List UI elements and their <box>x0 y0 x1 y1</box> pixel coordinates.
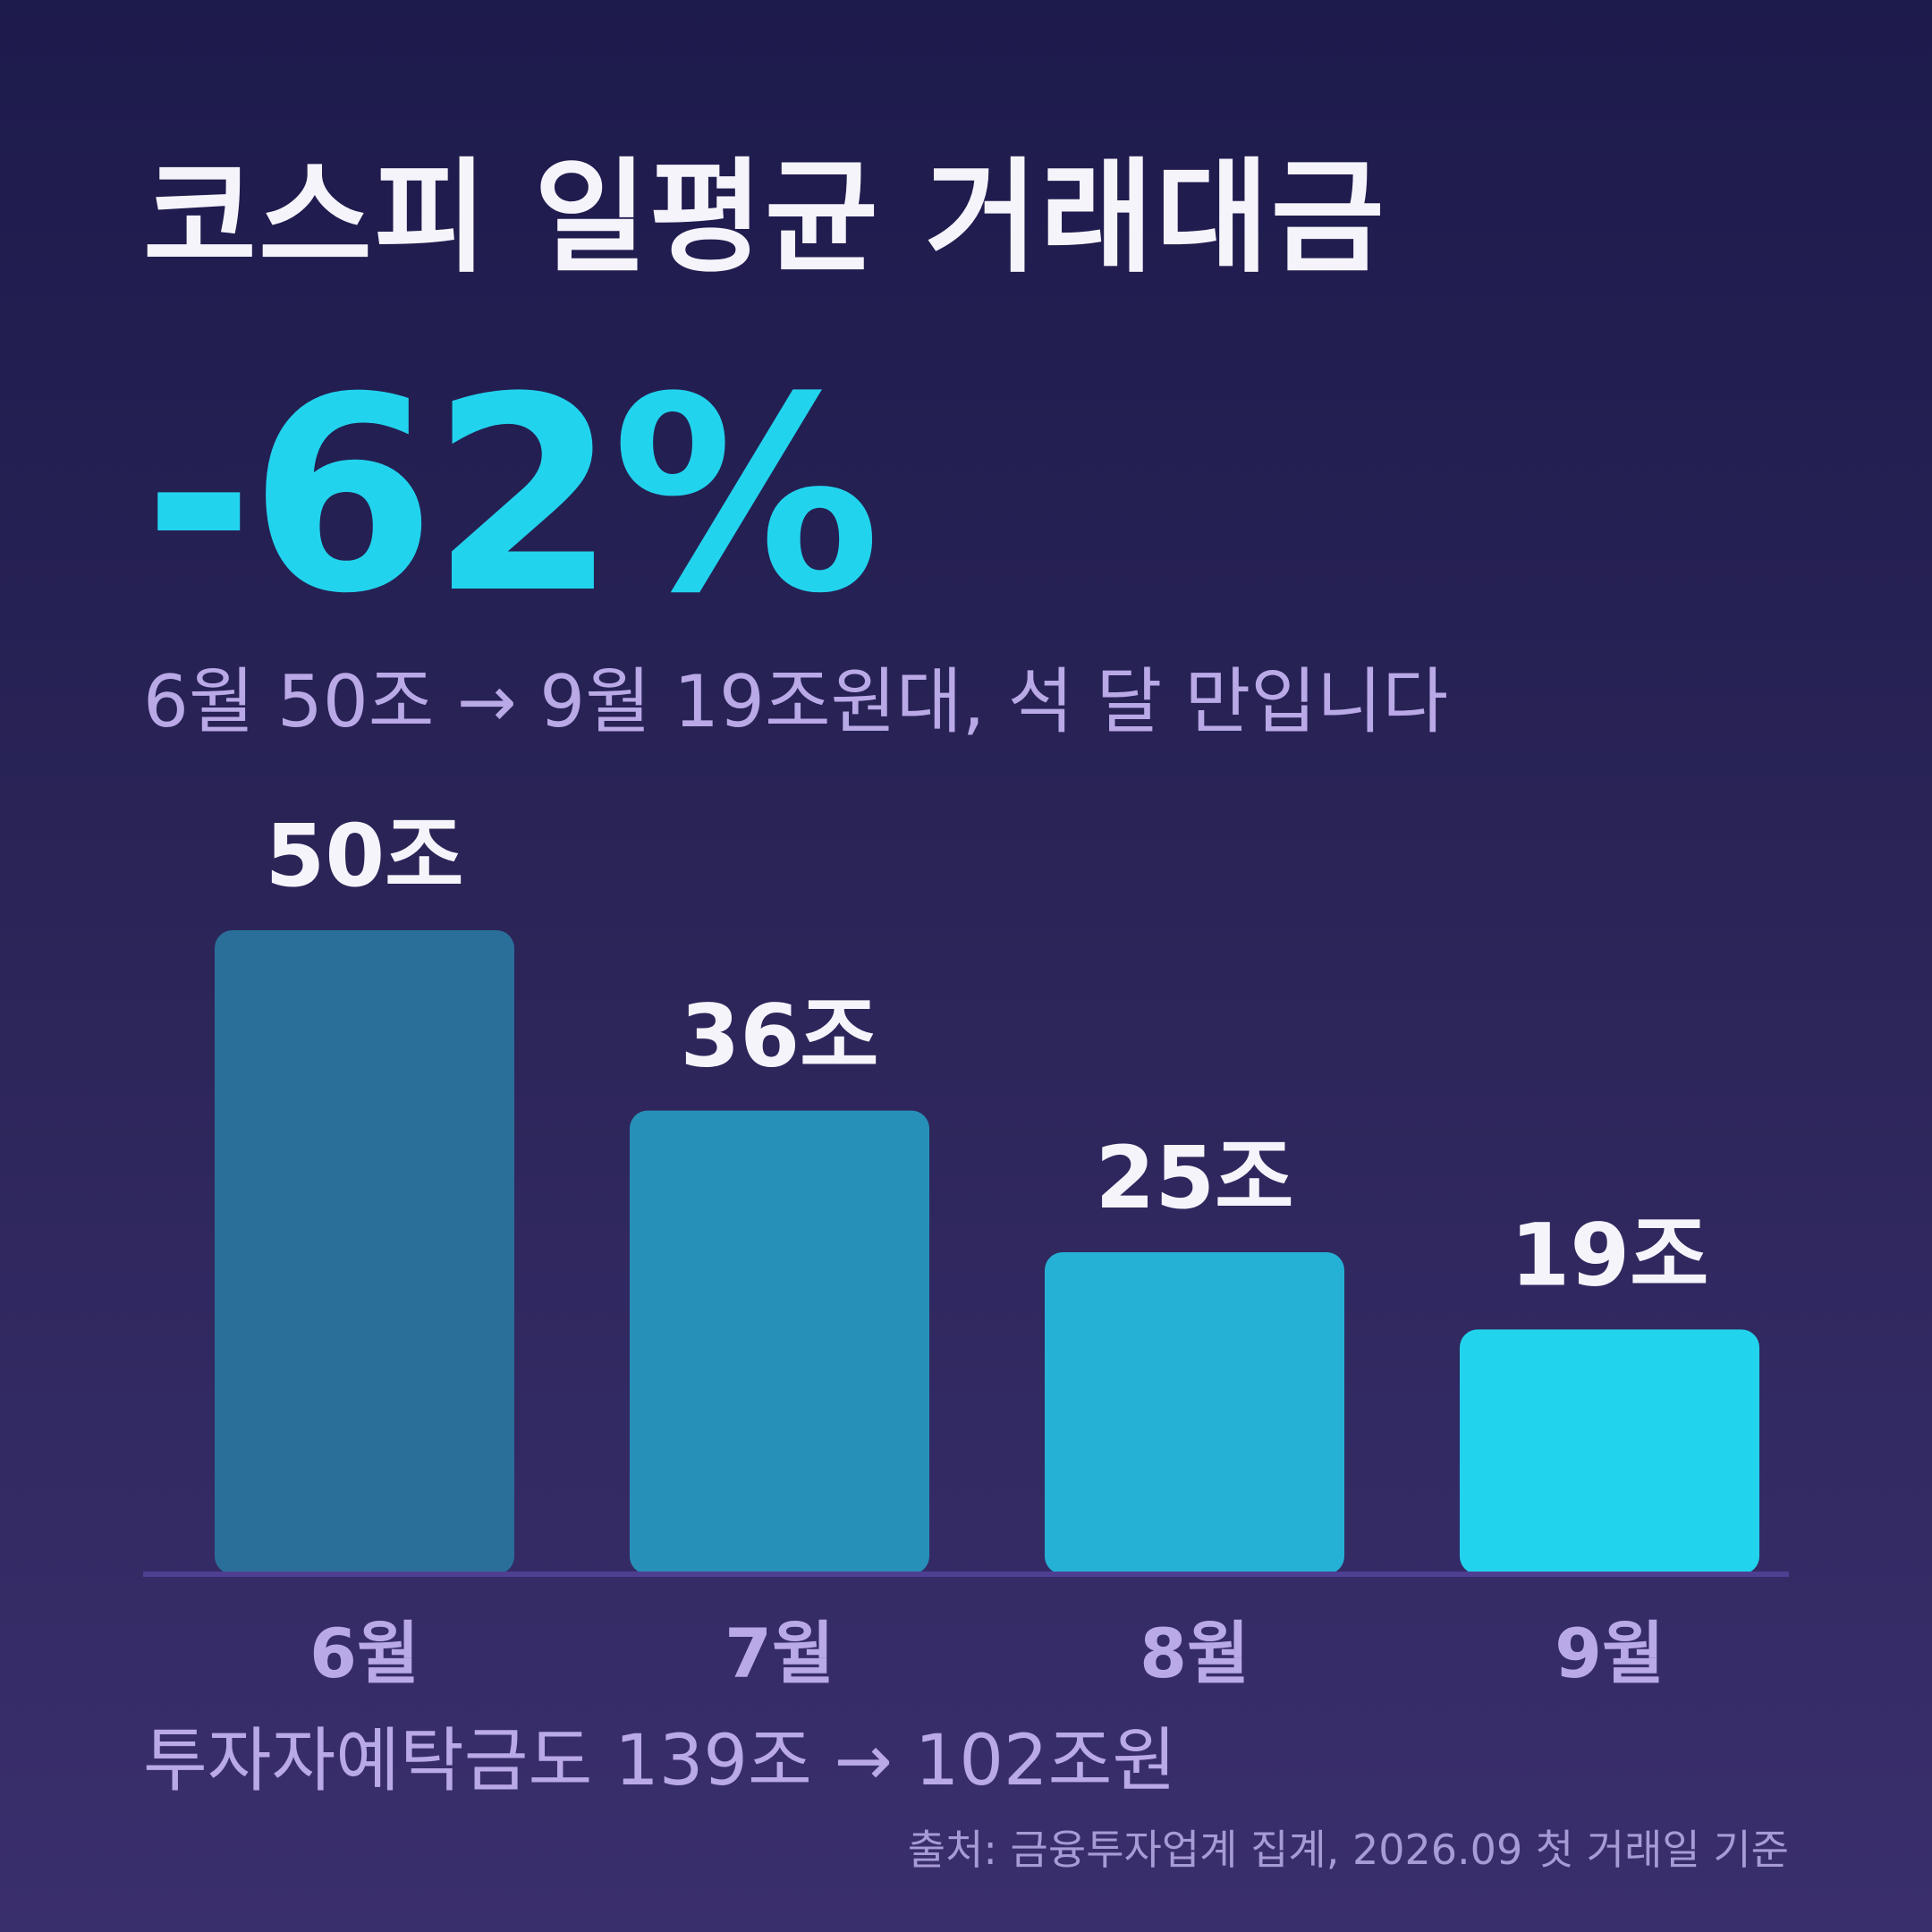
bar-value-label-4: 19조 <box>1511 1205 1709 1305</box>
footnote: 투자자예탁금도 139조 → 102조원 <box>143 1721 1177 1801</box>
bar-1 <box>215 930 514 1574</box>
category-label-1: 6월 <box>309 1614 419 1693</box>
bar-value-label-3: 25조 <box>1096 1128 1294 1228</box>
headline-percentage: -62% <box>143 340 881 652</box>
category-label-3: 8월 <box>1140 1614 1250 1693</box>
bar-3 <box>1045 1252 1344 1574</box>
chart-title: 코스피 일평균 거래대금 <box>143 146 1386 290</box>
bar-value-label-2: 36조 <box>681 987 879 1087</box>
bar-value-label-1: 50조 <box>266 806 464 906</box>
source-note: 출처: 금융투자업계 집계, 2026.09 첫 거래일 기준 <box>907 1826 1789 1874</box>
bar-2 <box>630 1110 929 1574</box>
chart-subtitle: 6월 50조 → 9월 19조원대, 석 달 만입니다 <box>143 660 1449 743</box>
category-label-2: 7월 <box>724 1614 835 1693</box>
bar-4 <box>1460 1329 1759 1574</box>
category-label-4: 9월 <box>1555 1614 1665 1693</box>
